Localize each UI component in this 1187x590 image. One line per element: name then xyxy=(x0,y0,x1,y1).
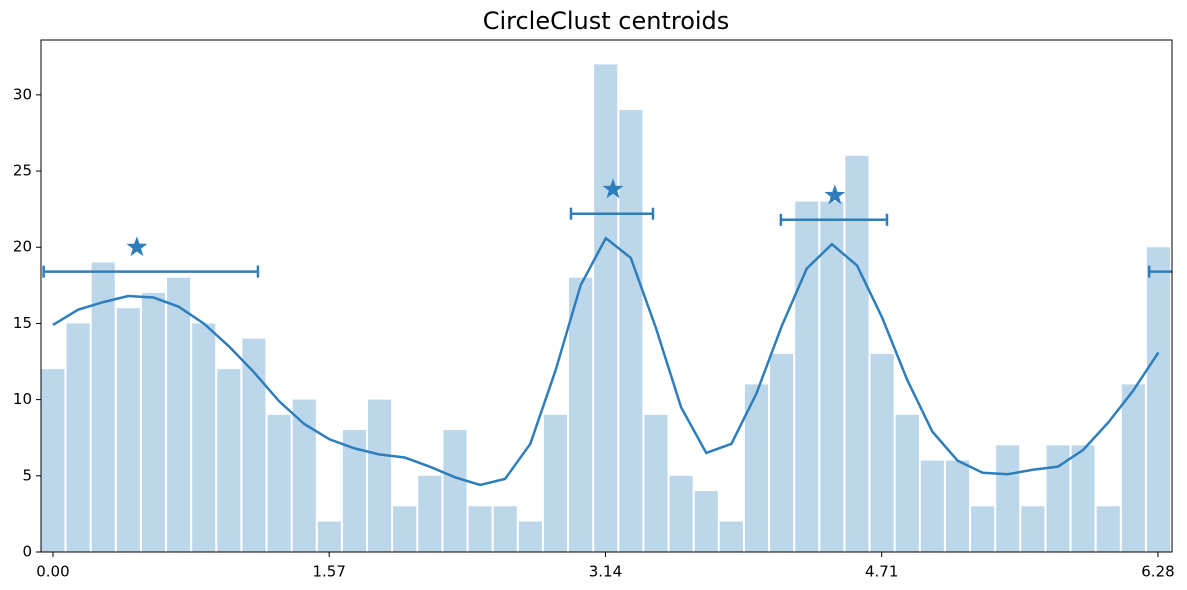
y-tick-label: 10 xyxy=(13,390,32,408)
bar xyxy=(116,308,140,552)
bar xyxy=(795,201,819,552)
bar xyxy=(543,414,568,552)
centroid-star xyxy=(126,236,148,257)
bar xyxy=(317,521,341,552)
bar xyxy=(41,369,65,552)
x-tick-label: 3.14 xyxy=(589,563,622,581)
bar xyxy=(920,460,944,552)
bar xyxy=(895,414,919,552)
error-bar xyxy=(779,213,889,226)
bar xyxy=(719,521,743,552)
y-tick-label: 0 xyxy=(22,543,32,561)
bar xyxy=(1121,384,1145,552)
bar xyxy=(971,506,995,552)
bar xyxy=(418,475,442,552)
density-curve xyxy=(52,236,1160,487)
chart-title: CircleClust centroids xyxy=(483,7,730,35)
bar xyxy=(669,475,693,552)
axes-frame xyxy=(40,39,1173,553)
y-tick-label: 25 xyxy=(13,162,32,180)
bar xyxy=(192,323,216,552)
y-tick-label: 30 xyxy=(13,85,32,103)
bar xyxy=(217,369,241,552)
y-tick-label: 20 xyxy=(13,238,32,256)
bar xyxy=(1046,445,1070,552)
bar xyxy=(619,110,643,552)
error-bar xyxy=(1147,265,1172,278)
bar xyxy=(644,414,668,552)
bar xyxy=(594,64,618,552)
bar xyxy=(820,201,844,552)
x-tick-label: 4.71 xyxy=(865,563,898,581)
bar xyxy=(1146,247,1171,552)
bar xyxy=(870,353,894,552)
bar xyxy=(1021,506,1045,552)
bar xyxy=(368,399,392,552)
x-tick-label: 0.00 xyxy=(36,563,69,581)
bar xyxy=(292,399,316,552)
bar xyxy=(770,353,794,552)
bar xyxy=(141,292,166,552)
bar xyxy=(996,445,1020,552)
y-tick-label: 5 xyxy=(22,466,32,484)
bar xyxy=(845,155,869,552)
bar xyxy=(744,384,769,552)
error-bar xyxy=(569,207,655,220)
x-tick-label: 1.57 xyxy=(313,563,346,581)
bar xyxy=(1096,506,1120,552)
x-tick-label: 6.28 xyxy=(1141,563,1174,581)
bar xyxy=(493,506,517,552)
centroid-star xyxy=(824,184,846,205)
bar xyxy=(443,430,467,552)
error-bar xyxy=(42,265,260,278)
bar xyxy=(267,414,291,552)
bar xyxy=(945,460,970,552)
bar xyxy=(468,506,492,552)
bar xyxy=(66,323,90,552)
bar xyxy=(1071,445,1095,552)
bar xyxy=(694,491,718,552)
centroid-star xyxy=(602,178,624,199)
plot-area xyxy=(41,64,1172,552)
bar xyxy=(393,506,417,552)
bar xyxy=(242,338,266,552)
y-tick-label: 15 xyxy=(13,314,32,332)
bar xyxy=(518,521,542,552)
bar xyxy=(91,262,115,552)
bar xyxy=(167,277,191,552)
bar xyxy=(342,430,367,552)
bar xyxy=(569,277,593,552)
